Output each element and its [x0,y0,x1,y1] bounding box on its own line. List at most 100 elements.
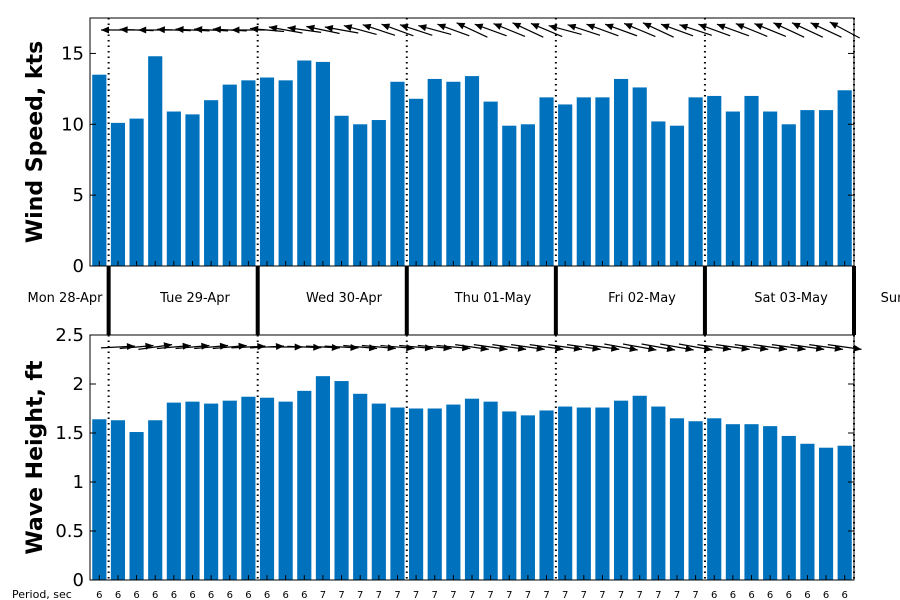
bar [353,124,368,266]
wind-speed-panel: 0 5 10 15 Wind Speed, kts [23,17,860,277]
bar [185,401,200,580]
bar [837,445,852,580]
direction-arrow [305,344,340,351]
bar [558,406,573,580]
bar [204,100,219,266]
direction-arrow-head [792,22,801,30]
direction-arrow [287,25,322,33]
direction-arrow-head [829,22,839,29]
direction-arrow-head [156,26,165,34]
bar [297,60,312,267]
direction-arrow-head [586,23,596,31]
direction-arrow [381,23,414,37]
direction-arrow-head [555,344,564,352]
bar [353,393,368,580]
direction-arrow [287,343,322,351]
period-value: 7 [674,590,680,600]
direction-arrow [456,22,488,38]
bar [390,407,405,580]
bar [166,111,181,266]
direction-arrow-head [853,344,862,352]
y-tick-label: 10 [61,114,84,135]
direction-arrow-head [648,345,657,352]
bar [818,110,834,266]
bar [725,111,740,266]
direction-arrow [771,344,806,352]
bar [520,415,535,580]
period-value: 6 [189,590,195,600]
direction-arrow [790,344,825,352]
direction-arrow-head [399,23,409,31]
direction-arrow-head [418,24,427,32]
period-value: 7 [506,590,512,600]
direction-arrow-head [722,344,732,352]
direction-arrow-head [331,344,340,351]
direction-arrow [567,23,601,36]
bar [576,407,591,580]
direction-arrow [529,344,564,352]
direction-arrow [548,24,582,35]
direction-arrow [512,22,544,38]
bar [576,97,591,266]
period-value: 7 [692,590,698,600]
direction-arrow-head [138,26,147,34]
period-value: 7 [357,590,363,600]
direction-arrow [493,23,526,37]
bar [110,420,126,580]
direction-arrow [678,343,713,352]
bar [278,80,293,266]
bar [595,407,610,580]
direction-arrow-head [703,345,713,352]
y-axis-title: Wave Height, ft [23,360,48,555]
direction-arrow [548,344,583,352]
direction-arrow-head [567,23,577,31]
period-value: 7 [376,590,382,600]
period-value: 6 [227,590,233,600]
bar [129,118,144,267]
period-value: 6 [711,590,717,600]
bar [725,424,740,580]
period-value: 7 [487,590,493,600]
direction-arrow-head [548,24,558,32]
bar [632,87,647,266]
bar [595,97,610,266]
direction-arrow-head [530,23,540,30]
direction-arrow [362,23,396,36]
direction-arrow-head [698,23,707,31]
day-label: Tue 29-Apr [159,291,230,306]
direction-arrow [231,26,266,34]
period-value: 6 [823,590,829,600]
bar [669,125,685,266]
direction-arrow-head [759,344,769,352]
day-label: Fri 02-May [608,291,676,306]
direction-arrow-head [343,24,353,32]
y-tick-label: 0 [73,570,84,591]
direction-arrow-head [362,23,372,31]
direction-arrow-head [685,345,694,352]
direction-arrow-head [175,26,184,33]
direction-arrow [754,23,787,37]
direction-arrow-head [629,345,638,352]
period-value: 7 [599,590,605,600]
bar [334,115,349,266]
direction-arrow-head [773,22,783,30]
direction-arrow-head [536,344,545,352]
period-value: 7 [562,590,568,600]
bar [259,77,275,267]
bar [241,396,256,580]
direction-arrow [753,344,788,352]
direction-arrow-head [754,23,764,30]
direction-arrow-head [306,24,315,32]
bar [464,398,480,580]
direction-arrow-head [499,344,508,352]
period-value: 6 [767,590,773,600]
direction-arrow [697,344,732,352]
direction-arrow-head [815,344,825,352]
period-value: 7 [320,590,326,600]
direction-arrow [586,23,619,37]
direction-arrow [306,24,340,35]
bar [707,418,722,580]
direction-arrow-head [735,23,745,30]
direction-arrow-head [350,344,359,351]
direction-arrow [492,344,527,352]
